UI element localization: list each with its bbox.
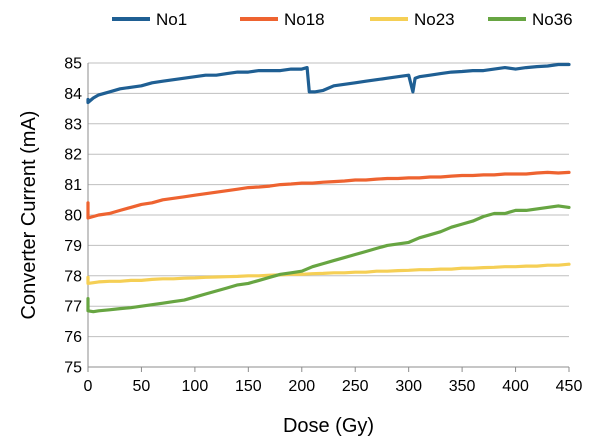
y-tick-label: 85: [64, 56, 82, 73]
x-tick-label: 300: [395, 378, 422, 395]
y-tick-label: 75: [64, 360, 82, 377]
x-tick-label: 100: [182, 378, 209, 395]
y-axis-title: Converter Current (mA): [18, 111, 40, 320]
series-line-no18: [86, 170, 571, 220]
x-tick-labels: 0 50 100 150 200 250 300 350 400 450: [84, 378, 583, 395]
x-tick-label: 0: [84, 378, 93, 395]
y-tick-label: 83: [64, 116, 82, 133]
y-tick-label: 76: [64, 329, 82, 346]
x-tick-label: 50: [133, 378, 151, 395]
x-tick-label: 450: [556, 378, 583, 395]
y-tick-label: 77: [64, 299, 82, 316]
x-tick-label: 150: [235, 378, 262, 395]
series-line-no36: [86, 204, 571, 314]
series-line-no1: [86, 62, 571, 105]
legend-label-no1: No1: [156, 10, 187, 29]
y-tick-label: 78: [64, 268, 82, 285]
legend-label-no36: No36: [532, 10, 573, 29]
legend-label-no23: No23: [414, 10, 455, 29]
x-tick-label: 400: [502, 378, 529, 395]
series-lines: [86, 62, 571, 314]
legend-label-no18: No18: [284, 10, 325, 29]
x-tick-label: 350: [449, 378, 476, 395]
x-tick-label: 200: [288, 378, 315, 395]
series-line-no23: [86, 262, 571, 285]
axes: [87, 63, 570, 372]
x-axis-title: Dose (Gy): [283, 415, 374, 437]
y-tick-label: 82: [64, 147, 82, 164]
legend: No1 No18 No23 No36: [112, 10, 573, 29]
x-tick-label: 250: [342, 378, 369, 395]
y-tick-label: 81: [64, 177, 82, 194]
y-tick-labels: 75 76 77 78 79 80 81 82 83 84 85: [64, 56, 82, 377]
y-tick-label: 79: [64, 238, 82, 255]
y-tick-label: 84: [64, 86, 82, 103]
y-tick-label: 80: [64, 208, 82, 225]
